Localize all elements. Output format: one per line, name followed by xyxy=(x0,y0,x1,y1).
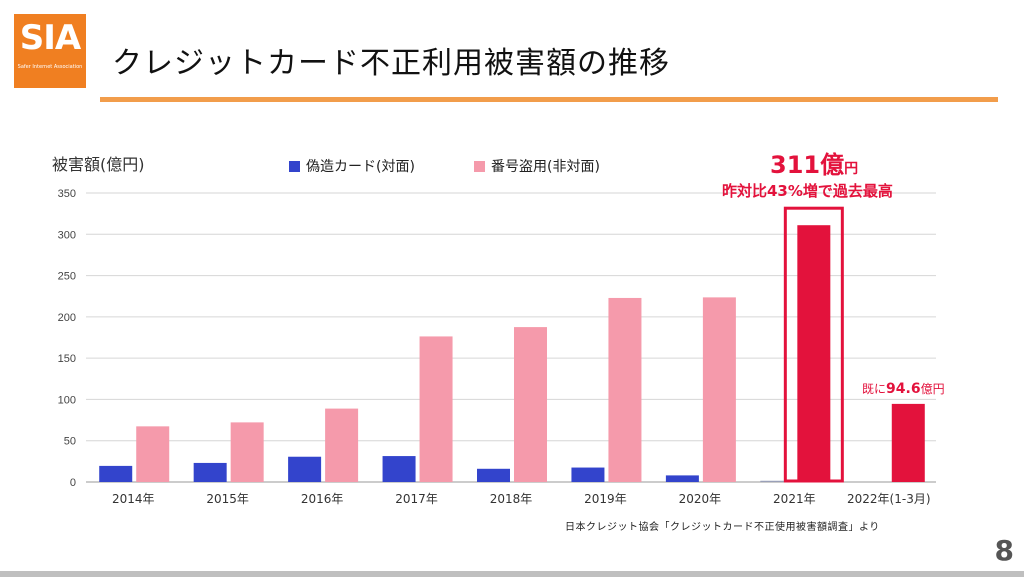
annotation-2022-value: 94.6 xyxy=(886,381,921,397)
annotation-2022: 既に94.6億円 xyxy=(862,378,945,397)
x-tick-label: 2022年(1-3月) xyxy=(847,492,931,506)
bar-number-theft xyxy=(136,426,170,482)
bar-number-theft xyxy=(230,422,264,482)
annotation-2021-total: 311億円 xyxy=(770,145,858,180)
y-tick-label: 150 xyxy=(58,353,76,365)
bar-counterfeit xyxy=(288,456,322,482)
source-footnote: 日本クレジット協会「クレジットカード不正使用被害額調査」より xyxy=(565,522,880,533)
slide-title: クレジットカード不正利用被害額の推移 xyxy=(112,46,670,81)
bar-number-theft xyxy=(608,297,642,482)
y-tick-label: 300 xyxy=(58,229,76,241)
y-tick-label: 200 xyxy=(58,312,76,324)
bar-number-theft xyxy=(419,336,453,482)
bar-number-theft xyxy=(891,403,925,482)
x-tick-label: 2015年 xyxy=(206,492,249,506)
y-tick-label: 250 xyxy=(58,271,76,283)
y-tick-label: 100 xyxy=(58,394,76,406)
bar-number-theft xyxy=(797,225,831,482)
bar-number-theft xyxy=(702,297,736,482)
page-number: 8 xyxy=(994,534,1014,567)
y-tick-label: 0 xyxy=(70,477,76,489)
y-axis-label: 被害額(億円) xyxy=(52,155,145,174)
bottom-bar xyxy=(0,571,1024,577)
logo-subtext: Safer Internet Association xyxy=(17,64,83,70)
x-tick-label: 2016年 xyxy=(301,492,344,506)
sia-logo: SIA Safer Internet Association xyxy=(14,14,86,88)
legend-swatch xyxy=(474,161,485,172)
annotation-2021-unit: 円 xyxy=(844,161,859,177)
annotation-2022-prefix: 既に xyxy=(862,382,887,396)
y-tick-label: 50 xyxy=(64,436,76,448)
highlight-box-2021 xyxy=(783,206,844,483)
annotation-2021-note: 昨対比43%増で過去最高 xyxy=(722,182,893,200)
x-tick-label: 2017年 xyxy=(395,492,438,506)
legend-label: 番号盗用(非対面) xyxy=(491,159,600,175)
bar-counterfeit xyxy=(382,456,416,482)
logo-mark: SIA xyxy=(19,18,81,58)
x-tick-label: 2021年 xyxy=(773,492,816,506)
bar-number-theft xyxy=(325,408,359,482)
annotation-2021-value: 311億 xyxy=(770,151,845,179)
bar-counterfeit xyxy=(193,462,227,482)
bar-counterfeit xyxy=(477,468,510,482)
bar-counterfeit xyxy=(760,480,794,482)
bar-number-theft xyxy=(514,327,547,482)
x-tick-label: 2020年 xyxy=(679,492,722,506)
bar-counterfeit xyxy=(665,475,699,482)
annotation-2022-unit: 億円 xyxy=(920,382,945,396)
x-tick-label: 2014年 xyxy=(112,492,155,506)
bar-counterfeit xyxy=(99,465,133,482)
y-tick-label: 350 xyxy=(58,188,76,200)
x-tick-label: 2019年 xyxy=(584,492,627,506)
x-tick-label: 2018年 xyxy=(490,492,533,506)
title-underline xyxy=(100,97,998,102)
bar-counterfeit xyxy=(571,467,605,482)
legend-swatch xyxy=(289,161,300,172)
legend-label: 偽造カード(対面) xyxy=(306,159,415,175)
